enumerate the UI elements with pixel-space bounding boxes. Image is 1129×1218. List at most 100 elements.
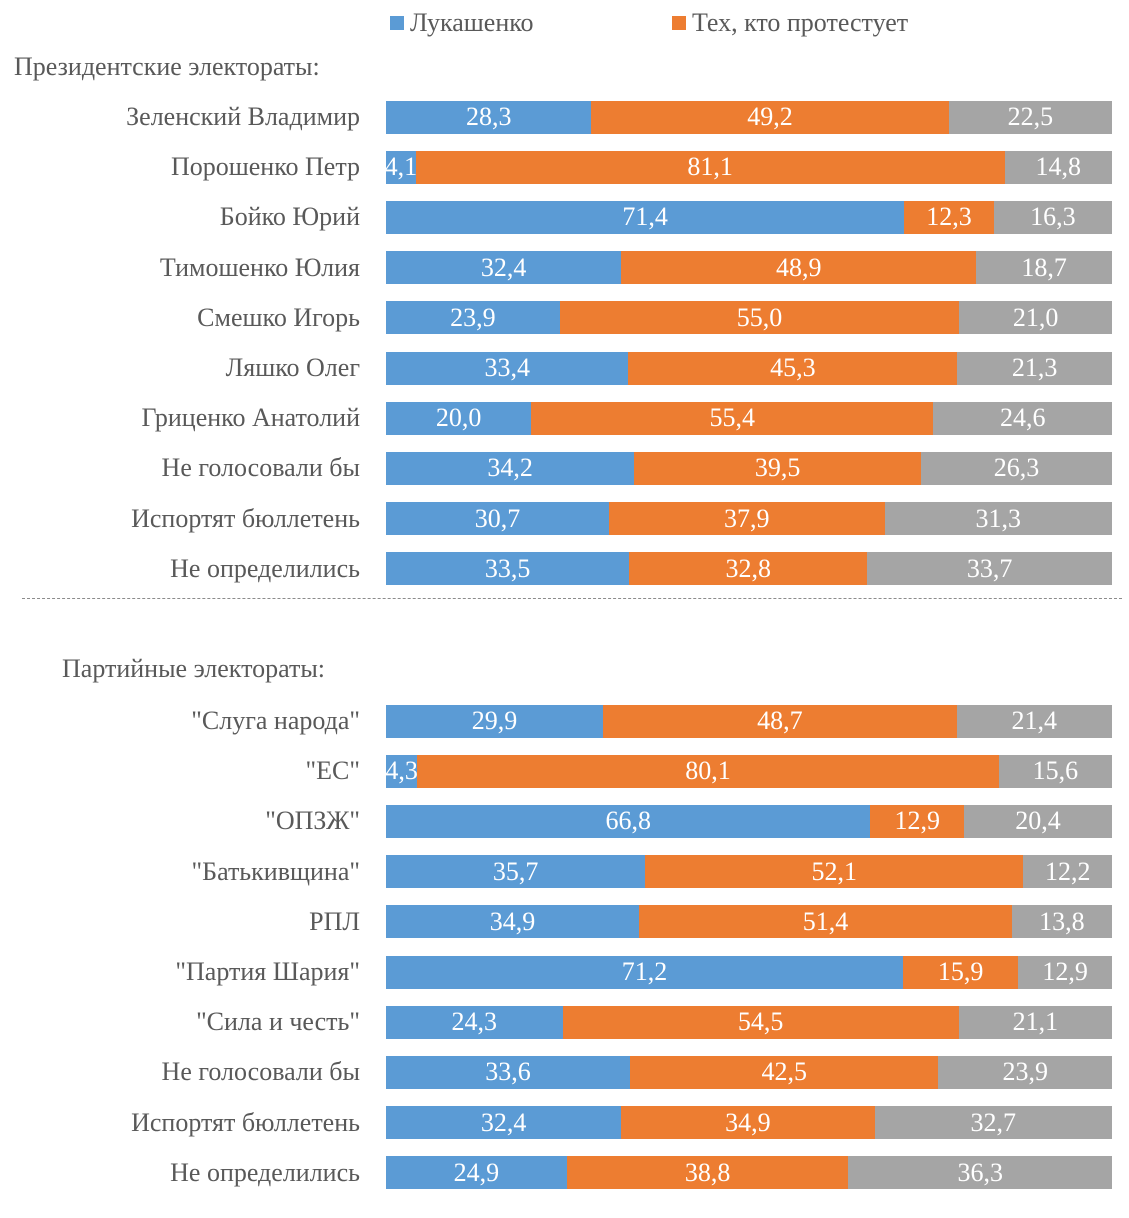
stacked-bar: 4,1 81,1 14,8 bbox=[384, 150, 1112, 184]
bar-segment-lukashenko: 24,3 bbox=[386, 1005, 563, 1039]
stacked-bar: 71,2 15,9 12,9 bbox=[386, 955, 1112, 989]
bar-segment-protesters: 32,8 bbox=[629, 552, 868, 586]
data-label: 21,4 bbox=[1011, 706, 1058, 735]
bar-segment-other: 31,3 bbox=[884, 502, 1112, 536]
stacked-bar: 34,2 39,5 26,3 bbox=[386, 451, 1112, 485]
bar-segment-lukashenko: 20,0 bbox=[386, 401, 532, 435]
data-label: 81,1 bbox=[687, 152, 733, 182]
bar-segment-protesters: 45,3 bbox=[628, 351, 958, 385]
bar-segment-lukashenko: 66,8 bbox=[386, 804, 871, 838]
data-label: 28,3 bbox=[465, 102, 512, 131]
bar-segment-protesters: 12,9 bbox=[870, 804, 965, 838]
bar-segment-lukashenko: 33,4 bbox=[386, 351, 629, 385]
stacked-bar: 32,4 48,9 18,7 bbox=[386, 251, 1112, 285]
bar-segment-lukashenko: 23,9 bbox=[386, 301, 560, 335]
data-label: 32,7 bbox=[970, 1107, 1017, 1137]
legend-swatch-protesters bbox=[672, 16, 686, 30]
bar-segment-protesters: 48,7 bbox=[603, 704, 957, 738]
data-label: 20,0 bbox=[435, 403, 482, 433]
stacked-bar: 20,0 55,4 24,6 bbox=[386, 401, 1112, 435]
data-label: 36,3 bbox=[957, 1157, 1003, 1187]
category-label: Порошенко Петр bbox=[170, 152, 360, 182]
data-label: 55,0 bbox=[736, 302, 783, 332]
bar-segment-other: 21,0 bbox=[959, 301, 1112, 335]
bar-segment-lukashenko: 33,5 bbox=[386, 552, 630, 586]
data-label: 34,2 bbox=[487, 453, 533, 483]
bar-segment-other: 13,8 bbox=[1011, 905, 1112, 939]
stacked-bar: 29,9 48,7 21,4 bbox=[386, 704, 1112, 738]
bar-segment-lukashenko: 35,7 bbox=[386, 855, 646, 889]
data-label: 24,3 bbox=[451, 1007, 498, 1037]
bar-segment-lukashenko: 71,2 bbox=[386, 955, 903, 989]
category-label: Испортят бюллетень bbox=[131, 1107, 360, 1137]
category-label: Не голосовали бы bbox=[161, 1057, 360, 1087]
category-label: Зеленский Владимир bbox=[126, 102, 360, 131]
data-label: 15,9 bbox=[937, 957, 984, 986]
data-label: 32,4 bbox=[480, 1107, 527, 1137]
stacked-bar: 30,7 37,9 31,3 bbox=[386, 502, 1112, 536]
data-label: 15,6 bbox=[1032, 756, 1079, 786]
bar-segment-protesters: 52,1 bbox=[645, 855, 1024, 889]
category-label: Бойко Юрий bbox=[219, 202, 360, 232]
data-label: 39,5 bbox=[754, 453, 801, 483]
data-label: 45,3 bbox=[770, 353, 816, 382]
category-label: "Сила и честь" bbox=[196, 1007, 360, 1037]
data-label: 29,9 bbox=[471, 706, 518, 735]
bar-segment-other: 22,5 bbox=[948, 100, 1112, 134]
data-label: 12,9 bbox=[894, 806, 940, 836]
stacked-bar: 23,9 55,0 21,0 bbox=[386, 301, 1112, 335]
bar-segment-lukashenko: 4,3 bbox=[385, 754, 418, 788]
bar-segment-protesters: 55,0 bbox=[559, 301, 960, 335]
data-label: 12,2 bbox=[1044, 856, 1091, 886]
data-label: 66,8 bbox=[605, 806, 651, 836]
legend-swatch-lukashenko bbox=[390, 16, 404, 30]
bar-segment-protesters: 54,5 bbox=[562, 1005, 959, 1039]
bar-segment-other: 14,8 bbox=[1004, 150, 1112, 184]
data-label: 54,5 bbox=[737, 1007, 784, 1037]
category-label: "Слуга народа" bbox=[191, 706, 360, 735]
data-label: 35,7 bbox=[492, 856, 539, 886]
bar-segment-lukashenko: 71,4 bbox=[386, 200, 905, 234]
stacked-bar: 34,9 51,4 13,8 bbox=[386, 905, 1112, 939]
data-label: 80,1 bbox=[685, 756, 731, 786]
bar-segment-protesters: 51,4 bbox=[639, 905, 1012, 939]
data-label: 33,4 bbox=[484, 353, 530, 382]
bar-segment-protesters: 37,9 bbox=[609, 502, 885, 536]
data-label: 32,4 bbox=[480, 252, 527, 282]
category-label: "Батькивщина" bbox=[191, 856, 360, 886]
stacked-bar: 28,3 49,2 22,5 bbox=[386, 100, 1112, 134]
data-label: 71,2 bbox=[621, 957, 668, 986]
legend-label-lukashenko: Лукашенко bbox=[410, 8, 534, 37]
data-label: 34,9 bbox=[725, 1107, 771, 1137]
bar-segment-protesters: 38,8 bbox=[566, 1156, 849, 1190]
bar-segment-other: 36,3 bbox=[848, 1156, 1112, 1190]
data-label: 14,8 bbox=[1035, 152, 1082, 182]
data-label: 24,9 bbox=[453, 1157, 500, 1187]
data-label: 20,4 bbox=[1015, 806, 1061, 836]
stacked-bar: 4,3 80,1 15,6 bbox=[385, 754, 1112, 788]
stacked-bar: 32,4 34,9 32,7 bbox=[386, 1106, 1112, 1140]
data-label: 21,3 bbox=[1011, 353, 1058, 382]
data-label: 21,1 bbox=[1012, 1007, 1059, 1037]
data-label: 49,2 bbox=[747, 102, 793, 131]
bar-segment-lukashenko: 33,6 bbox=[386, 1055, 630, 1089]
category-label: Ляшко Олег bbox=[225, 353, 360, 382]
data-label: 12,9 bbox=[1042, 957, 1088, 986]
data-label: 34,9 bbox=[489, 906, 536, 936]
bar-segment-other: 12,2 bbox=[1023, 855, 1112, 889]
data-label: 48,7 bbox=[757, 706, 803, 735]
data-label: 26,3 bbox=[993, 453, 1040, 483]
legend-item-protesters: Тех, кто протестует bbox=[672, 8, 908, 38]
stacked-bar: 33,5 32,8 33,7 bbox=[386, 552, 1112, 586]
data-label: 55,4 bbox=[709, 403, 756, 433]
bar-segment-other: 20,4 bbox=[964, 804, 1112, 838]
data-label: 24,6 bbox=[999, 403, 1046, 433]
legend-label-protesters: Тех, кто протестует bbox=[692, 8, 909, 37]
bar-segment-protesters: 80,1 bbox=[417, 754, 999, 788]
data-label: 21,0 bbox=[1012, 302, 1059, 332]
data-label: 4,1 bbox=[384, 152, 418, 182]
bar-segment-protesters: 15,9 bbox=[902, 955, 1019, 989]
category-label: "Партия Шария" bbox=[175, 957, 360, 986]
data-label: 30,7 bbox=[474, 503, 521, 533]
bar-segment-lukashenko: 4,1 bbox=[384, 150, 418, 184]
